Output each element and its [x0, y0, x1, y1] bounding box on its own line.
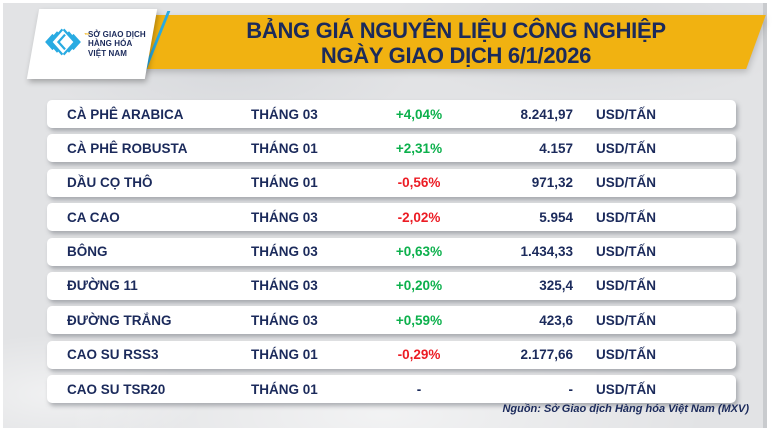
commodity-name: CAO SU TSR20: [67, 381, 166, 397]
table-row: ĐƯỜNG TRẮNG THÁNG 03 +0,59% 423,6 USD/TẤ…: [47, 306, 736, 335]
price-value: 4.157: [539, 140, 573, 156]
table-row: BÔNG THÁNG 03 +0,63% 1.434,33 USD/TẤN: [47, 237, 736, 266]
title-line-2: NGÀY GIAO DỊCH 6/1/2026: [320, 43, 592, 68]
table-row: DẦU CỌ THÔ THÁNG 01 -0,56% 971,32 USD/TẤ…: [47, 168, 736, 197]
change-percent: -2,02%: [397, 209, 441, 225]
contract-month: THÁNG 03: [251, 312, 318, 328]
page-title: BẢNG GIÁ NGUYÊN LIỆU CÔNG NGHIỆP NGÀY GI…: [153, 18, 759, 68]
price-unit: USD/TẤN: [596, 209, 656, 225]
mxv-logo: ™ SỞ GIAO DỊCH HÀNG HÓA VIỆT NAM: [33, 9, 151, 79]
price-unit: USD/TẤN: [596, 278, 656, 294]
price-value: 423,6: [539, 312, 573, 328]
table-row: ĐƯỜNG 11 THÁNG 03 +0,20% 325,4 USD/TẤN: [47, 271, 736, 300]
contract-month: THÁNG 03: [251, 209, 318, 225]
commodity-name: ĐƯỜNG TRẮNG: [67, 312, 172, 328]
logo-text-line-2: HÀNG HÓA: [88, 39, 133, 49]
change-percent: +0,20%: [395, 278, 443, 294]
price-table: CÀ PHÊ ARABICA THÁNG 03 +4,04% 8.241,97 …: [47, 100, 736, 404]
price-value: 5.954: [539, 209, 573, 225]
commodity-name: DẦU CỌ THÔ: [67, 175, 153, 191]
contract-month: THÁNG 03: [251, 278, 318, 294]
commodity-name: ĐƯỜNG 11: [67, 278, 138, 294]
change-percent: +0,59%: [395, 312, 443, 328]
price-unit: USD/TẤN: [596, 175, 656, 191]
table-row: CAO SU TSR20 THÁNG 01 - - USD/TẤN: [47, 375, 736, 404]
title-line-1: BẢNG GIÁ NGUYÊN LIỆU CÔNG NGHIỆP: [246, 18, 666, 43]
price-value: 971,32: [531, 175, 573, 191]
table-row: CAO SU RSS3 THÁNG 01 -0,29% 2.177,66 USD…: [47, 340, 736, 369]
commodity-name: BÔNG: [67, 244, 108, 260]
contract-month: THÁNG 01: [251, 347, 318, 363]
table-row: CA CAO THÁNG 03 -2,02% 5.954 USD/TẤN: [47, 203, 736, 232]
price-value: 8.241,97: [520, 106, 573, 122]
price-unit: USD/TẤN: [596, 312, 656, 328]
change-percent: +0,63%: [395, 244, 443, 260]
commodity-name: CÀ PHÊ ROBUSTA: [67, 140, 188, 156]
price-unit: USD/TẤN: [596, 106, 656, 122]
mxv-logo-plate: ™ SỞ GIAO DỊCH HÀNG HÓA VIỆT NAM: [26, 9, 158, 79]
change-percent: -0,29%: [397, 347, 441, 363]
logo-text-line-3: VIỆT NAM: [88, 48, 128, 58]
change-percent: +2,31%: [395, 140, 443, 156]
trademark-symbol: ™: [84, 32, 90, 39]
contract-month: THÁNG 01: [251, 381, 318, 397]
change-percent: +4,04%: [395, 106, 443, 122]
background: BẢNG GIÁ NGUYÊN LIỆU CÔNG NGHIỆP NGÀY GI…: [3, 3, 767, 428]
commodity-name: CÀ PHÊ ARABICA: [67, 106, 184, 122]
price-value: 2.177,66: [520, 347, 573, 363]
contract-month: THÁNG 03: [251, 244, 318, 260]
table-row: CÀ PHÊ ARABICA THÁNG 03 +4,04% 8.241,97 …: [47, 100, 736, 128]
price-unit: USD/TẤN: [596, 140, 656, 156]
logo-text-line-1: SỞ GIAO DỊCH: [88, 29, 146, 39]
price-unit: USD/TẤN: [596, 381, 656, 397]
commodity-name: CAO SU RSS3: [67, 347, 159, 363]
mxv-logo-text: SỞ GIAO DỊCH HÀNG HÓA VIỆT NAM: [88, 30, 146, 59]
price-unit: USD/TẤN: [596, 347, 656, 363]
price-value: -: [568, 381, 574, 397]
table-row: CÀ PHÊ ROBUSTA THÁNG 01 +2,31% 4.157 USD…: [47, 134, 736, 163]
price-unit: USD/TẤN: [596, 244, 656, 260]
mxv-chevron-logo-icon: ™: [42, 25, 90, 64]
contract-month: THÁNG 01: [251, 175, 318, 191]
change-percent: -: [416, 381, 422, 397]
change-percent: -0,56%: [397, 175, 441, 191]
contract-month: THÁNG 03: [251, 106, 318, 122]
source-note: Nguồn: Sở Giao dịch Hàng hóa Việt Nam (M…: [502, 403, 749, 415]
price-value: 1.434,33: [520, 244, 573, 260]
price-value: 325,4: [539, 278, 573, 294]
commodity-name: CA CAO: [67, 209, 120, 225]
contract-month: THÁNG 01: [251, 140, 318, 156]
